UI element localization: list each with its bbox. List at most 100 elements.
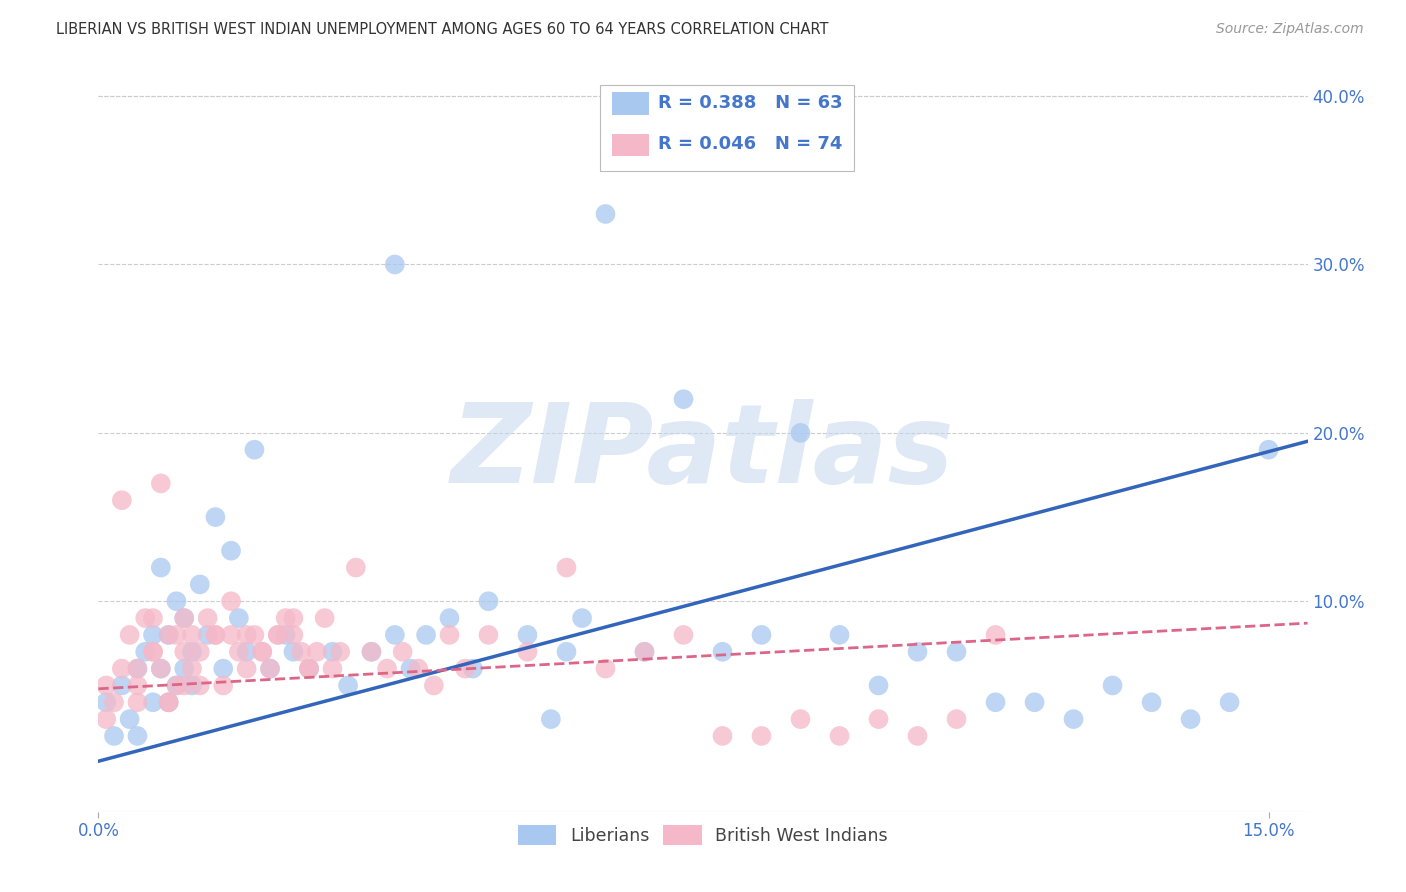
Point [235, 662, 257, 676]
Point [259, 662, 281, 676]
Point [321, 662, 343, 676]
Point [103, 695, 125, 709]
Point [252, 645, 274, 659]
Point [228, 645, 250, 659]
Point [1024, 695, 1046, 709]
Point [118, 628, 141, 642]
Point [127, 662, 149, 676]
Point [274, 628, 297, 642]
Point [454, 662, 477, 676]
Point [149, 560, 172, 574]
Point [173, 611, 195, 625]
Point [1140, 695, 1163, 709]
Point [181, 645, 204, 659]
Point [134, 611, 156, 625]
Point [828, 628, 851, 642]
Point [477, 594, 499, 608]
Point [142, 611, 165, 625]
Text: ZIPatlas: ZIPatlas [451, 399, 955, 506]
Point [461, 662, 484, 676]
Point [188, 577, 211, 591]
Point [1180, 712, 1202, 726]
Point [329, 645, 352, 659]
Point [165, 594, 187, 608]
Point [298, 662, 321, 676]
Text: LIBERIAN VS BRITISH WEST INDIAN UNEMPLOYMENT AMONG AGES 60 TO 64 YEARS CORRELATI: LIBERIAN VS BRITISH WEST INDIAN UNEMPLOY… [56, 22, 828, 37]
Point [595, 207, 617, 221]
Point [305, 645, 328, 659]
Point [751, 628, 773, 642]
Point [252, 645, 274, 659]
Legend: Liberians, British West Indians: Liberians, British West Indians [510, 818, 896, 852]
Point [337, 678, 360, 692]
Point [127, 662, 149, 676]
Point [173, 645, 195, 659]
Point [555, 560, 578, 574]
Point [516, 645, 538, 659]
Point [267, 628, 290, 642]
Point [283, 645, 305, 659]
Point [868, 678, 890, 692]
Point [235, 628, 257, 642]
Point [1257, 442, 1279, 457]
Point [283, 628, 305, 642]
Point [711, 645, 734, 659]
Point [259, 662, 281, 676]
Point [274, 611, 297, 625]
Point [118, 712, 141, 726]
Point [828, 729, 851, 743]
Point [945, 645, 967, 659]
Point [181, 628, 204, 642]
Point [595, 662, 617, 676]
Point [1063, 712, 1085, 726]
Point [516, 628, 538, 642]
Point [384, 628, 406, 642]
Point [204, 628, 226, 642]
Point [399, 662, 422, 676]
Point [344, 560, 367, 574]
Point [96, 678, 118, 692]
Point [243, 628, 266, 642]
Point [290, 645, 312, 659]
Point [235, 645, 257, 659]
Point [197, 628, 219, 642]
Point [127, 729, 149, 743]
Point [283, 611, 305, 625]
FancyBboxPatch shape [613, 93, 648, 115]
Point [298, 662, 321, 676]
Point [142, 645, 165, 659]
Point [149, 662, 172, 676]
Point [375, 662, 398, 676]
Point [149, 476, 172, 491]
Point [415, 628, 437, 642]
Point [181, 662, 204, 676]
Point [157, 695, 180, 709]
FancyBboxPatch shape [613, 134, 648, 156]
Point [243, 442, 266, 457]
Point [219, 543, 242, 558]
Point [103, 729, 125, 743]
FancyBboxPatch shape [600, 85, 855, 171]
Point [142, 645, 165, 659]
Point [127, 695, 149, 709]
Point [134, 645, 156, 659]
Point [439, 611, 461, 625]
Point [157, 628, 180, 642]
Point [173, 678, 195, 692]
Point [181, 678, 204, 692]
Point [111, 493, 134, 508]
Point [1219, 695, 1241, 709]
Point [212, 662, 235, 676]
Point [391, 645, 413, 659]
Point [711, 729, 734, 743]
Point [157, 628, 180, 642]
Text: Source: ZipAtlas.com: Source: ZipAtlas.com [1216, 22, 1364, 37]
Point [439, 628, 461, 642]
Point [360, 645, 382, 659]
Point [945, 712, 967, 726]
Point [571, 611, 593, 625]
Point [149, 662, 172, 676]
Point [1101, 678, 1123, 692]
Point [633, 645, 655, 659]
Point [96, 712, 118, 726]
